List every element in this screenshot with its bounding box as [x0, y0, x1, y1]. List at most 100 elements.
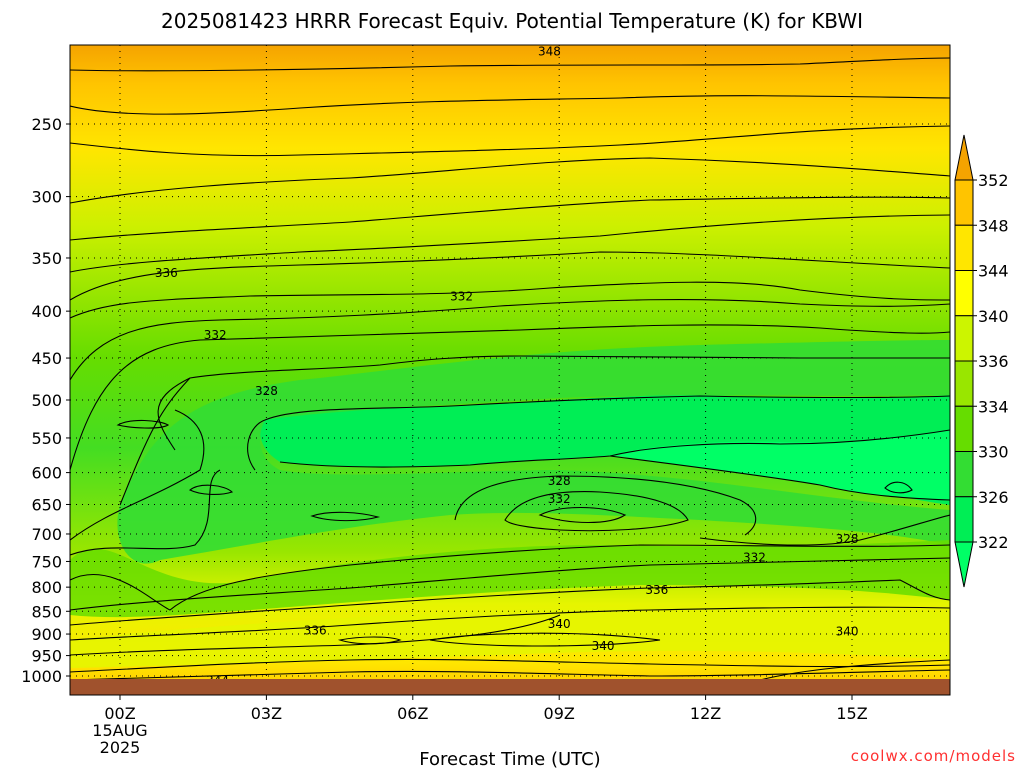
contour-line: [70, 157, 950, 204]
contour-label: 332: [204, 328, 227, 342]
y-tick-label: 900: [31, 625, 62, 644]
contour-line: [70, 95, 950, 115]
colorbar-segment: [954, 360, 974, 407]
contour-label: 336: [645, 583, 668, 597]
contour-line: [70, 214, 950, 273]
contour-line: [70, 579, 950, 626]
x-tick-label: 15Z: [836, 704, 867, 723]
field-lower-green: [70, 540, 950, 618]
contour-label: 328: [548, 474, 571, 488]
contour-line: [70, 557, 950, 611]
contour-line: [70, 409, 205, 541]
contour-label: 332: [450, 289, 473, 303]
colorbar-segment: [954, 315, 974, 362]
colorbar-label: 326: [978, 488, 1009, 507]
contour-label: 340: [836, 624, 859, 638]
y-tick-label: 1000: [21, 667, 62, 686]
y-tick-label: 750: [31, 552, 62, 571]
contour-label: 340: [548, 617, 571, 631]
contour-line: [119, 355, 950, 506]
contour-line: [116, 419, 170, 429]
contour-lines: [70, 57, 950, 681]
colorbar-label: 344: [978, 262, 1009, 281]
field-yellow-low: [70, 606, 950, 668]
y-tick-label: 450: [31, 349, 62, 368]
x-tick-label: 09Z: [544, 704, 575, 723]
y-tick-label: 500: [31, 391, 62, 410]
contour-line: [70, 298, 950, 381]
contour-line: [884, 481, 913, 494]
contour-line: [247, 395, 950, 471]
y-tick-label: 350: [31, 249, 62, 268]
credit-text: coolwx.com/models: [851, 747, 1016, 765]
colorbar-label: 340: [978, 307, 1009, 326]
contour-label: 332: [743, 551, 766, 565]
x-axis-title: Forecast Time (UTC): [419, 749, 600, 768]
contour-line: [70, 669, 950, 681]
colorbar-label: 352: [978, 171, 1009, 190]
contour-label: 328: [836, 532, 859, 546]
contour-line: [310, 511, 381, 522]
contour-line: [699, 514, 950, 546]
time-gridlines: [119, 45, 853, 695]
contour-line: [429, 632, 661, 647]
y-tick-label: 700: [31, 525, 62, 544]
colorbar-label: 330: [978, 443, 1009, 462]
plot-border: [69, 44, 951, 696]
contour-line: [70, 324, 950, 471]
colorbar-label: 336: [978, 352, 1009, 371]
contour-label: 336: [155, 266, 178, 280]
chart-title: 2025081423 HRRR Forecast Equiv. Potentia…: [161, 9, 863, 33]
colorbar-segment: [954, 224, 974, 271]
contour-line: [70, 281, 950, 319]
x-tick-label: 00Z: [104, 704, 135, 723]
colorbar-segment: [954, 270, 974, 317]
contour-line: [70, 57, 950, 72]
contour-label: 328: [255, 384, 278, 398]
y-tick-label: 800: [31, 578, 62, 597]
contour-line: [70, 658, 950, 673]
x-tick-label: 06Z: [397, 704, 428, 723]
y-tick-label: 650: [31, 495, 62, 514]
y-tick-label: 850: [31, 602, 62, 621]
contour-line: [70, 606, 950, 641]
contour-label: 332: [548, 492, 571, 506]
contour-line: [609, 455, 950, 501]
contour-line: [759, 659, 950, 681]
contour-line: [70, 196, 950, 241]
contour-line: [70, 614, 561, 656]
contour-line: [70, 251, 950, 301]
x-tick-label: 03Z: [251, 704, 282, 723]
colorbar-bottom-arrow: [954, 541, 974, 588]
colorbar-label: 334: [978, 397, 1009, 416]
contour-line: [504, 491, 689, 532]
colorbar-top-arrow: [954, 134, 974, 181]
colorbar-segment: [954, 496, 974, 543]
contour-line: [188, 484, 234, 495]
x-tick-label: 12Z: [690, 704, 721, 723]
terrain-ground: [70, 679, 950, 695]
colorbar-segment: [954, 179, 974, 226]
contour-label: 336: [304, 624, 327, 638]
y-tick-label: 250: [31, 115, 62, 134]
y-tick-label: 400: [31, 302, 62, 321]
field-core-low-2: [610, 430, 950, 500]
contour-line: [538, 506, 627, 524]
x-tick-sublabel: 2025: [100, 738, 141, 757]
contour-label: 348: [538, 44, 561, 58]
colorbar-segment: [954, 451, 974, 498]
contour-line: [454, 475, 757, 536]
contour-label: 340: [592, 639, 615, 653]
y-axis: 250 300 350 400 450 500 550 600 650 700 750 800 850 9…: [21, 115, 70, 686]
colorbar-label: 348: [978, 216, 1009, 235]
contour-line: [70, 544, 950, 611]
field-mid-green: [117, 340, 950, 564]
y-tick-label: 600: [31, 464, 62, 483]
contour-line: [157, 377, 191, 451]
plot-area: 348 336 332 332 328 328 332 328 332 336 340 336 340 3…: [70, 44, 950, 695]
y-tick-label: 950: [31, 647, 62, 666]
contour-line: [70, 469, 221, 556]
y-tick-label: 300: [31, 188, 62, 207]
